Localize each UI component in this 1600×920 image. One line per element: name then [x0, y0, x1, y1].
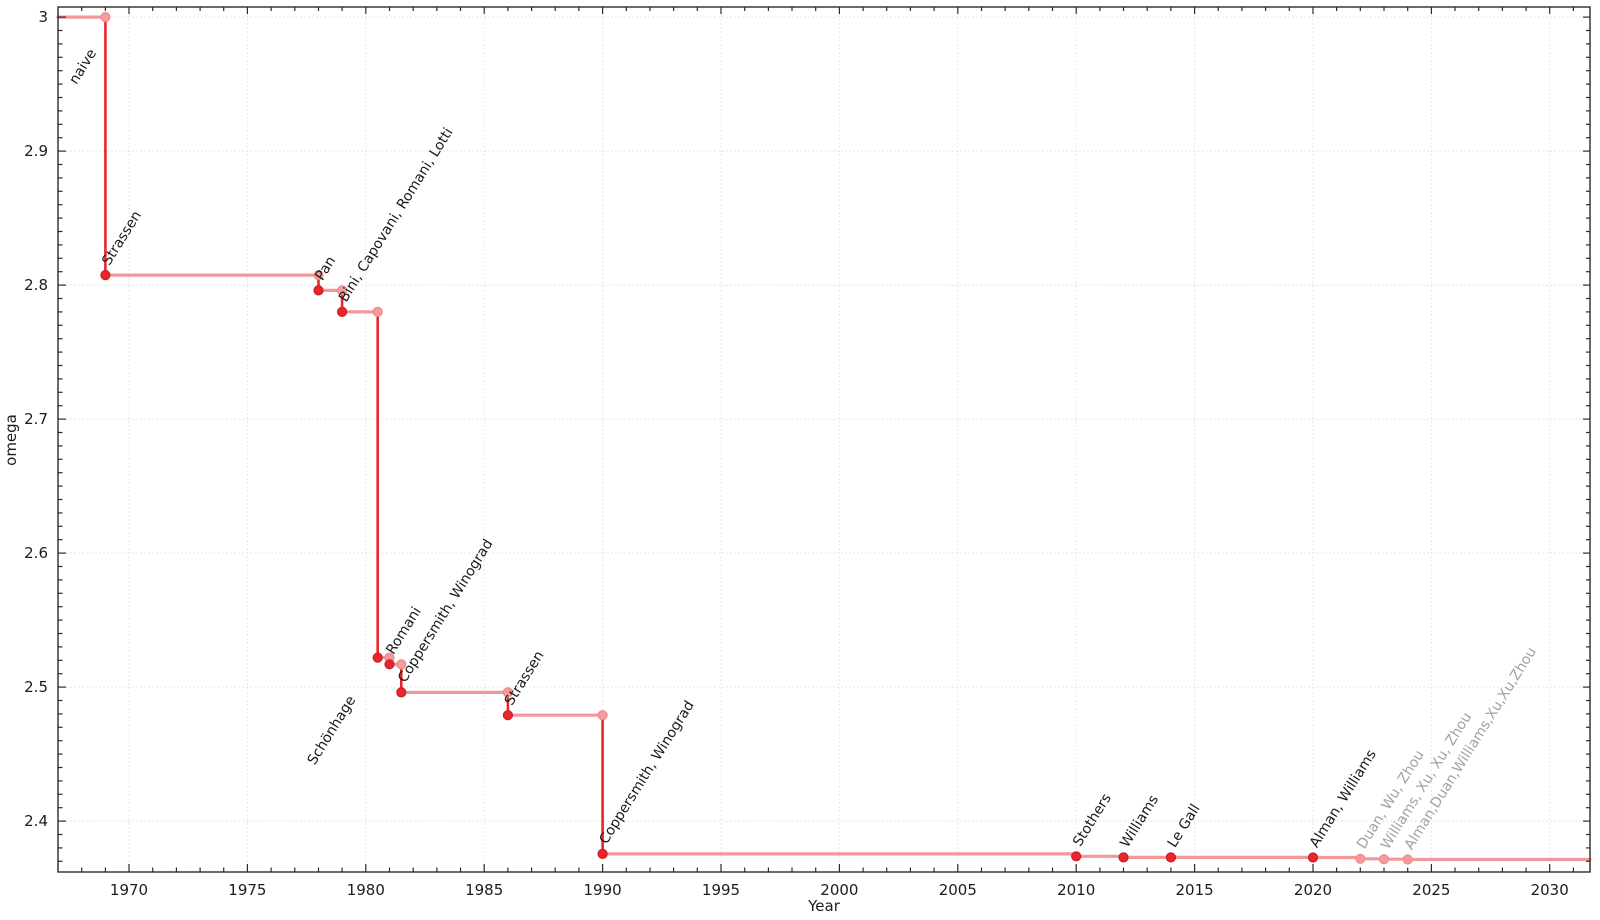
x-tick-label: 1985: [465, 881, 503, 899]
y-tick-label: 3: [38, 8, 48, 26]
x-tick-label: 2010: [1057, 881, 1095, 899]
plot-frame: [57, 6, 1591, 873]
data-point-dark: [396, 687, 407, 698]
x-tick-label: 1995: [702, 881, 740, 899]
data-point-light: [1355, 853, 1366, 864]
data-point-dark: [1118, 852, 1129, 863]
y-tick-label: 2.6: [24, 544, 48, 562]
data-point-dark: [384, 659, 395, 670]
point-label: Coppersmith, Winograd: [596, 698, 697, 847]
y-tick-label: 2.7: [24, 410, 48, 428]
data-point-light: [597, 710, 608, 721]
y-tick-label: 2.4: [24, 812, 48, 830]
data-point-light: [337, 285, 348, 296]
data-point-light: [502, 687, 513, 698]
data-point-light: [396, 659, 407, 670]
data-point-dark: [502, 710, 513, 721]
point-label: naive: [66, 46, 100, 87]
data-point-light: [1378, 854, 1390, 865]
x-tick-label: 1975: [228, 881, 266, 899]
point-label: Schönhage: [305, 693, 360, 768]
data-point-dark: [1165, 852, 1177, 863]
data-point-light: [372, 306, 383, 317]
point-label: Bini, Capovani, Romani, Lotti: [336, 125, 457, 305]
x-tick-label: 2030: [1531, 881, 1569, 899]
x-tick-label: 2000: [820, 881, 858, 899]
x-tick-label: 2005: [939, 881, 977, 899]
x-tick-label: 2020: [1294, 881, 1332, 899]
data-point-dark: [597, 848, 608, 860]
data-point-light: [100, 12, 111, 23]
x-tick-label: 2015: [1176, 881, 1214, 899]
data-point-dark: [1307, 852, 1319, 863]
data-point-dark: [1071, 851, 1082, 862]
data-point-dark: [100, 270, 111, 281]
data-point-light: [313, 270, 324, 281]
data-point-dark: [372, 652, 383, 663]
data-point-light: [1402, 854, 1413, 865]
x-tick-label: 1980: [347, 881, 385, 899]
y-tick-label: 2.5: [24, 678, 48, 696]
data-point-dark: [313, 285, 324, 296]
x-tick-label: 1970: [110, 881, 148, 899]
point-label: Stothers: [1070, 791, 1115, 849]
x-axis-title: Year: [807, 897, 841, 915]
point-label: Strassen: [502, 648, 548, 708]
y-tick-label: 2.9: [24, 142, 48, 160]
x-tick-label: 2025: [1412, 881, 1450, 899]
point-label: Le Gall: [1165, 801, 1204, 850]
data-point-dark: [337, 306, 348, 317]
y-axis-title: omega: [2, 414, 20, 466]
x-tick-label: 1990: [584, 881, 622, 899]
y-tick-label: 2.8: [24, 276, 48, 294]
